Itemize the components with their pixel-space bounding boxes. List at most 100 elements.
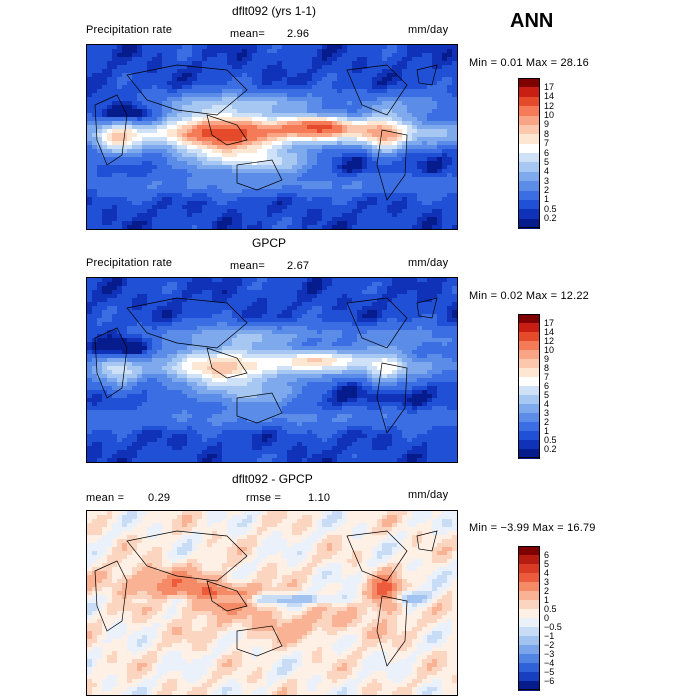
map-cell [327, 213, 333, 218]
map-cell [362, 185, 368, 190]
map-cell [157, 314, 163, 319]
map-cell [97, 169, 103, 174]
map-cell [407, 45, 413, 50]
map-cell [227, 342, 233, 347]
map-cell [317, 141, 323, 146]
map-cell [167, 358, 173, 363]
map-cell [117, 57, 123, 62]
map-cell [112, 129, 118, 134]
map-cell [277, 137, 283, 142]
map-cell [102, 213, 108, 218]
map-cell [387, 117, 393, 122]
map-cell [262, 49, 268, 54]
map-cell [237, 221, 243, 226]
map-cell [142, 45, 148, 50]
map-cell [327, 342, 333, 347]
map-cell [447, 165, 453, 170]
map-cell [202, 49, 208, 54]
map-cell [182, 161, 188, 166]
map-cell [212, 314, 218, 319]
map-cell [87, 181, 93, 186]
map-cell [332, 109, 338, 114]
map-cell [267, 310, 273, 315]
map-cell [402, 330, 408, 335]
map-cell [347, 306, 353, 311]
map-cell [112, 121, 118, 126]
map-cell [97, 161, 103, 166]
map-cell [377, 330, 383, 335]
map-cell [367, 101, 373, 106]
map-cell [327, 350, 333, 355]
map-cell [227, 105, 233, 110]
map-cell [177, 125, 183, 130]
map-cell [137, 177, 143, 182]
map-cell [317, 161, 323, 166]
map-cell [217, 69, 223, 74]
map-cell [157, 290, 163, 295]
map-cell [437, 201, 443, 206]
map-cell [277, 165, 283, 170]
map-cell [222, 161, 228, 166]
map-cell [167, 65, 173, 70]
map-cell [382, 137, 388, 142]
map-cell [272, 145, 278, 150]
map-cell [432, 173, 438, 178]
map-cell [447, 310, 453, 315]
map-cell [127, 346, 133, 351]
map-cell [112, 306, 118, 311]
map-cell [452, 193, 457, 198]
map-cell [207, 189, 213, 194]
map-cell [127, 165, 133, 170]
map-cell [352, 342, 358, 347]
map-cell [252, 145, 258, 150]
map-cell [332, 326, 338, 331]
map-cell [437, 61, 443, 66]
map-cell [232, 205, 238, 210]
map-cell [407, 109, 413, 114]
map-cell [282, 117, 288, 122]
map-cell [352, 77, 358, 82]
map-cell [102, 129, 108, 134]
map-cell [222, 205, 228, 210]
map-cell [212, 49, 218, 54]
map-cell [422, 177, 428, 182]
map-cell [392, 157, 398, 162]
map-cell [397, 157, 403, 162]
map-cell [452, 326, 457, 331]
map-cell [242, 181, 248, 186]
map-cell [227, 189, 233, 194]
map-cell [367, 342, 373, 347]
map-cell [417, 350, 423, 355]
map-cell [452, 318, 457, 323]
map-cell [102, 109, 108, 114]
map-cell [132, 169, 138, 174]
map-cell [337, 278, 343, 283]
map-cell [192, 165, 198, 170]
map-cell [97, 97, 103, 102]
map-cell [177, 290, 183, 295]
map-cell [297, 97, 303, 102]
map-cell [437, 161, 443, 166]
map-cell [97, 330, 103, 335]
map-cell [332, 117, 338, 122]
map-cell [332, 322, 338, 327]
map-cell [407, 342, 413, 347]
map-cell [192, 113, 198, 118]
map-cell [422, 334, 428, 339]
map-cell [222, 185, 228, 190]
map-cell [247, 153, 253, 158]
map-cell [452, 338, 457, 343]
map-cell [272, 93, 278, 98]
map-cell [132, 53, 138, 58]
map-cell [412, 45, 418, 50]
map-cell [267, 322, 273, 327]
map-cell [237, 350, 243, 355]
map-cell [232, 314, 238, 319]
map-cell [102, 73, 108, 78]
map-cell [222, 181, 228, 186]
map-cell [97, 45, 103, 50]
map-cell [262, 306, 268, 311]
map-cell [187, 125, 193, 130]
map-cell [427, 93, 433, 98]
map-cell [162, 221, 168, 226]
